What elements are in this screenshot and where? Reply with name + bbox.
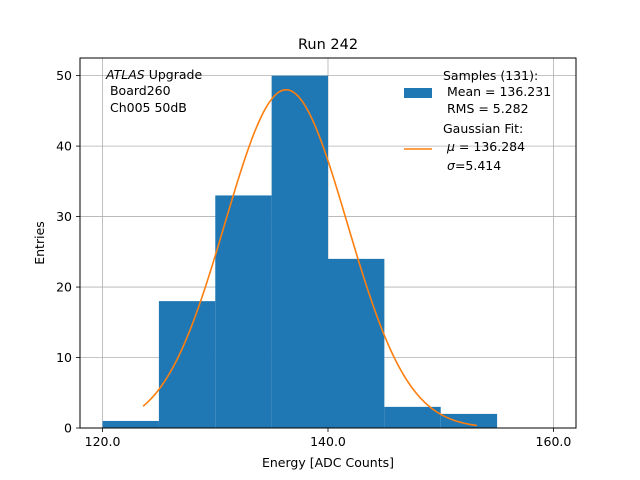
annotation-line-2: Board260 (106, 83, 171, 98)
legend-histogram-swatch (404, 88, 432, 98)
legend-histogram-line-2: Mean = 136.231 (443, 84, 551, 99)
atlas-annotation: ATLAS Upgrade Board260 Ch005 50dB (105, 67, 202, 115)
y-axis-ticks: 0 10 20 30 40 50 (56, 68, 80, 436)
legend-fit-mu-symbol: μ (446, 139, 455, 154)
x-tick-label: 160.0 (536, 434, 572, 449)
chart-title: Run 242 (298, 37, 358, 53)
legend-fit-mu-value: = 136.284 (455, 139, 525, 154)
histogram-bar (440, 413, 498, 428)
legend-histogram-line-1: Samples (131): (443, 68, 538, 83)
histogram-bars (102, 75, 498, 428)
legend-fit-sigma-value: =5.414 (455, 158, 501, 173)
x-axis-ticks: 120.0 140.0 160.0 (85, 428, 572, 449)
annotation-line-1: ATLAS Upgrade (105, 67, 202, 82)
histogram-bar (102, 420, 159, 428)
x-tick-label: 140.0 (310, 434, 346, 449)
legend: Samples (131): Mean = 136.231 RMS = 5.28… (404, 68, 551, 173)
y-tick-label: 50 (56, 68, 72, 83)
histogram-bar (215, 195, 272, 428)
legend-fit-line-1: Gaussian Fit: (443, 121, 523, 136)
y-tick-label: 20 (56, 280, 72, 295)
x-axis-label: Energy [ADC Counts] (262, 455, 394, 470)
legend-fit-line-3: σ=5.414 (447, 158, 501, 173)
annotation-upgrade: Upgrade (145, 67, 203, 82)
histogram-bar (158, 301, 216, 428)
legend-histogram-line-3: RMS = 5.282 (443, 101, 529, 116)
y-tick-label: 0 (64, 421, 72, 436)
legend-fit-line-2: μ = 136.284 (446, 139, 525, 154)
y-tick-label: 10 (56, 350, 72, 365)
y-tick-label: 30 (56, 209, 72, 224)
annotation-line-3: Ch005 50dB (106, 100, 187, 115)
y-tick-label: 40 (56, 139, 72, 154)
gaussian-fit-curve (142, 88, 477, 427)
histogram-bar (328, 258, 385, 428)
y-axis-label: Entries (32, 221, 47, 265)
histogram-bar (384, 406, 441, 428)
histogram-bar (271, 75, 328, 428)
legend-fit-sigma-symbol: σ (447, 158, 456, 173)
annotation-atlas-italic: ATLAS (105, 67, 145, 82)
x-tick-label: 120.0 (85, 434, 121, 449)
